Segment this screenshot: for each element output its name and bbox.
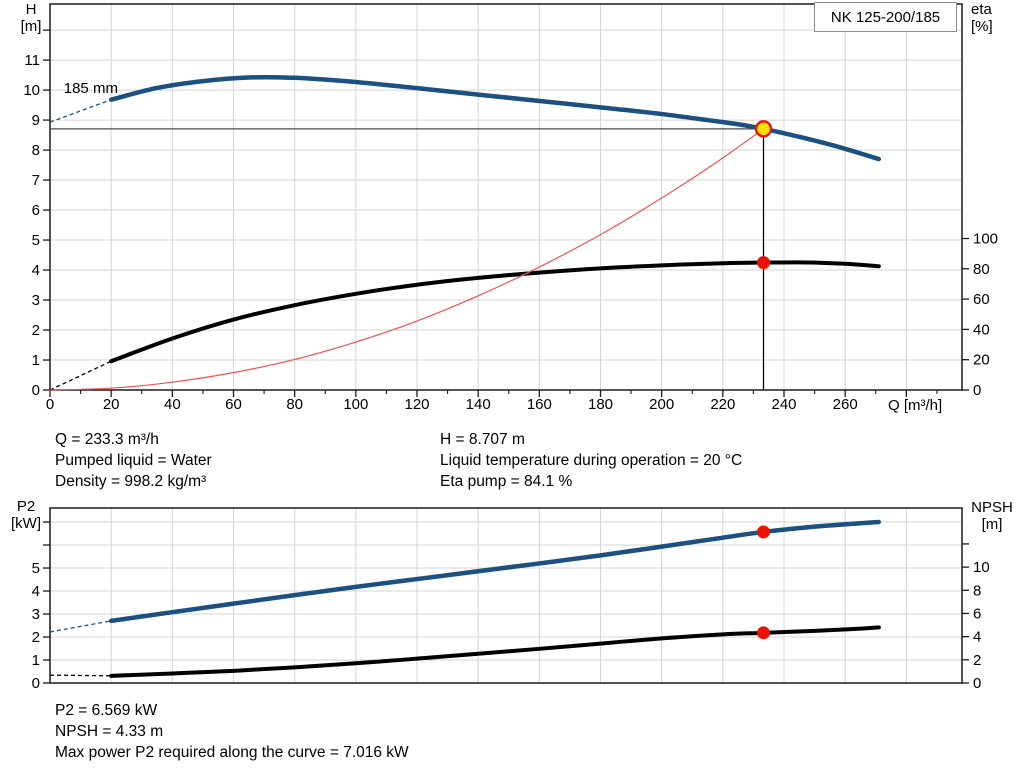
h-axis-title: H [m] bbox=[12, 1, 50, 35]
max-power-text: Max power P2 required along the curve = … bbox=[55, 744, 409, 761]
y-left-tick-label: 2 bbox=[32, 629, 40, 646]
q-axis-title: Q [m³/h] bbox=[888, 397, 943, 414]
density-text: Density = 998.2 kg/m³ bbox=[55, 473, 207, 490]
eta-axis-title-unit: [%] bbox=[971, 17, 993, 35]
y-left-tick-label: 10 bbox=[23, 82, 40, 99]
eta-pump-text: Eta pump = 84.1 % bbox=[440, 473, 573, 490]
y-left-tick-label: 3 bbox=[32, 292, 40, 309]
duty-flow-text: Q = 233.3 m³/h bbox=[55, 431, 159, 448]
duty-head-text: H = 8.707 m bbox=[440, 431, 525, 448]
x-tick-label: 220 bbox=[710, 396, 735, 413]
p2-axis-title-symbol: P2 bbox=[16, 498, 36, 515]
y-right-tick-label: 0 bbox=[973, 382, 981, 399]
x-tick-label: 80 bbox=[286, 396, 303, 413]
liquid-temperature-text: Liquid temperature during operation = 20… bbox=[440, 452, 743, 469]
y-right-tick-label: 20 bbox=[973, 352, 990, 369]
x-tick-label: 40 bbox=[164, 396, 181, 413]
y-left-tick-label: 6 bbox=[32, 202, 40, 219]
x-tick-label: 120 bbox=[404, 396, 429, 413]
p2-curve bbox=[108, 519, 882, 624]
y-right-tick-label: 40 bbox=[973, 321, 990, 338]
y-right-tick-label: 80 bbox=[973, 261, 990, 278]
y-left-tick-label: 4 bbox=[32, 262, 40, 279]
x-tick-label: 240 bbox=[771, 396, 796, 413]
npsh-value-text: NPSH = 4.33 m bbox=[55, 723, 164, 740]
y-left-tick-label: 7 bbox=[32, 172, 40, 189]
npsh-curve-lead bbox=[49, 674, 112, 677]
eta-curve bbox=[109, 260, 881, 364]
p2-axis-title-unit: [kW] bbox=[11, 514, 41, 532]
x-tick-label: 20 bbox=[103, 396, 120, 413]
y-left-tick-label: 2 bbox=[32, 322, 40, 339]
npsh-axis-title-symbol: NPSH bbox=[971, 499, 1013, 516]
x-tick-label: 0 bbox=[46, 396, 54, 413]
y-left-tick-label: 1 bbox=[32, 352, 40, 369]
y-right-tick-label: 8 bbox=[973, 582, 981, 599]
y-left-tick-label: 5 bbox=[32, 232, 40, 249]
y-left-tick-label: 11 bbox=[24, 52, 40, 69]
eta-curve-lead bbox=[49, 360, 112, 391]
npsh-axis-title-unit: [m] bbox=[981, 515, 1003, 533]
p2-duty-marker bbox=[757, 525, 771, 539]
y-left-tick-label: 5 bbox=[32, 560, 40, 577]
p2-axis-title: P2 [kW] bbox=[4, 498, 48, 532]
p2-curve-lead bbox=[49, 620, 112, 633]
plot-frame bbox=[49, 507, 963, 684]
x-tick-label: 160 bbox=[527, 396, 552, 413]
pump-model-box: NK 125-200/185 bbox=[814, 2, 957, 32]
npsh-axis-title: NPSH [m] bbox=[964, 499, 1020, 533]
head-curve-lead bbox=[49, 99, 112, 123]
y-left-tick-label: 8 bbox=[32, 142, 40, 159]
y-right-tick-label: 0 bbox=[973, 675, 981, 692]
y-left-tick-label: 3 bbox=[32, 606, 40, 623]
x-tick-label: 100 bbox=[343, 396, 368, 413]
y-right-tick-label: 6 bbox=[973, 605, 981, 622]
duty-info-right: H = 8.707 m Liquid temperature during op… bbox=[440, 429, 742, 492]
x-tick-label: 60 bbox=[225, 396, 242, 413]
y-right-tick-label: 4 bbox=[973, 629, 981, 646]
npsh-curve bbox=[109, 625, 881, 678]
y-left-tick-label: 9 bbox=[32, 112, 40, 129]
system-curve bbox=[49, 128, 765, 391]
x-tick-label: 140 bbox=[466, 396, 491, 413]
eta-axis-title-symbol: eta bbox=[971, 1, 992, 18]
y-left-tick-label: 1 bbox=[32, 652, 40, 669]
eta-duty-marker bbox=[757, 256, 771, 270]
x-tick-label: 260 bbox=[833, 396, 858, 413]
eta-axis-title: eta [%] bbox=[971, 1, 1011, 35]
plot-frame bbox=[49, 3, 963, 391]
h-axis-title-symbol: H bbox=[25, 1, 37, 18]
x-tick-label: 200 bbox=[649, 396, 674, 413]
duty-info-left: Q = 233.3 m³/h Pumped liquid = Water Den… bbox=[55, 429, 212, 492]
impeller-diameter-label: 185 mm bbox=[64, 80, 118, 97]
duty-point-marker bbox=[754, 120, 773, 138]
npsh-duty-marker bbox=[757, 626, 771, 640]
power-info: P2 = 6.569 kW NPSH = 4.33 m Max power P2… bbox=[55, 700, 409, 763]
y-right-tick-label: 100 bbox=[973, 231, 998, 248]
y-left-tick-label: 4 bbox=[32, 583, 40, 600]
pumped-liquid-text: Pumped liquid = Water bbox=[55, 452, 212, 469]
y-left-tick-label: 0 bbox=[32, 675, 40, 692]
y-right-tick-label: 60 bbox=[973, 291, 990, 308]
y-right-tick-label: 2 bbox=[973, 652, 981, 669]
p2-value-text: P2 = 6.569 kW bbox=[55, 702, 158, 719]
y-right-tick-label: 10 bbox=[973, 559, 990, 576]
y-left-tick-label: 0 bbox=[32, 382, 40, 399]
x-tick-label: 180 bbox=[588, 396, 613, 413]
h-axis-title-unit: [m] bbox=[20, 17, 42, 35]
